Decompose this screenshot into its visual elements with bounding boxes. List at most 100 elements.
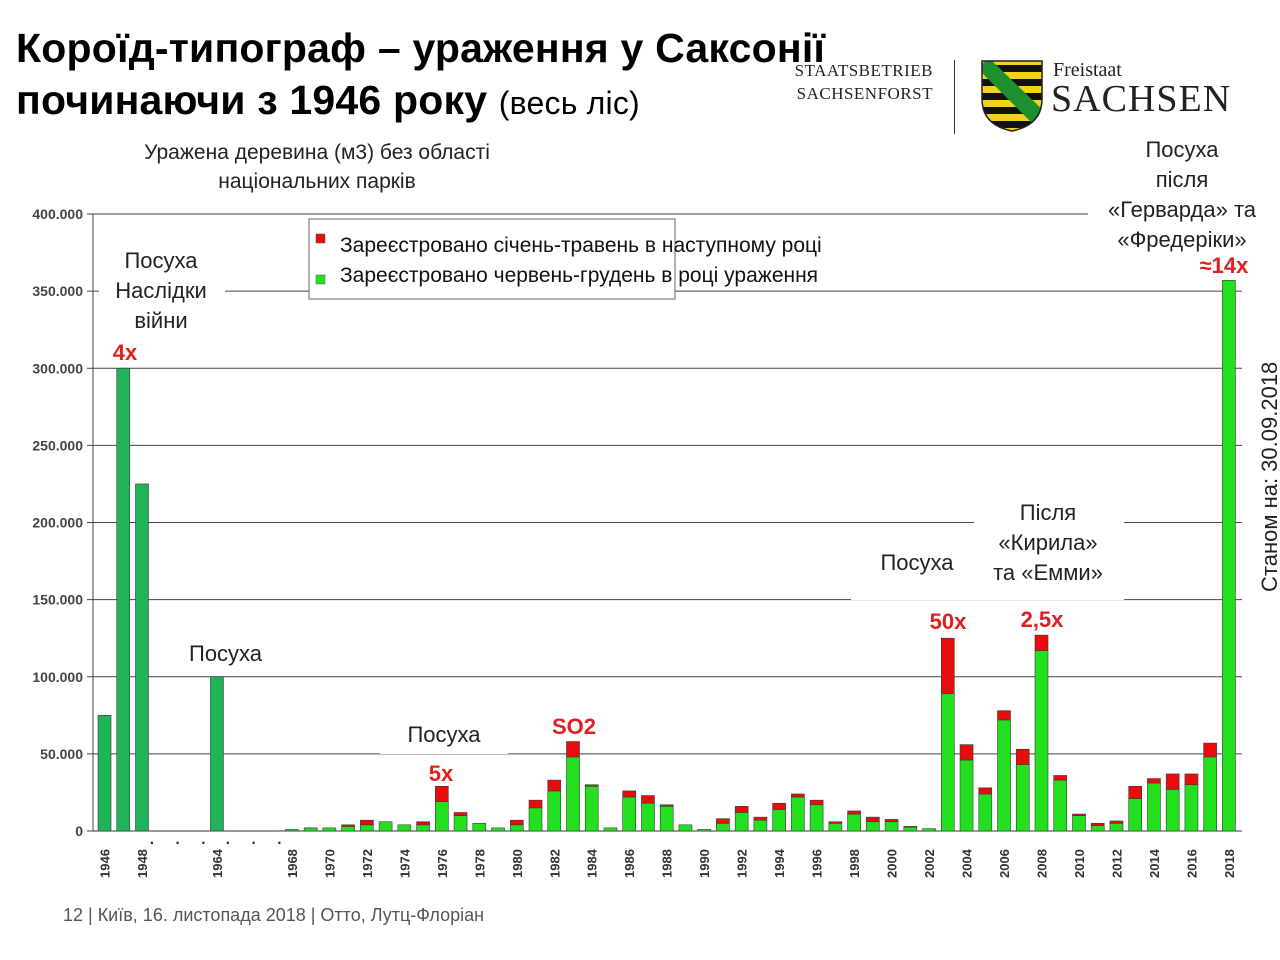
bar-red-2006 (997, 710, 1011, 721)
bar-red-1977 (453, 812, 468, 816)
bar-green-1986 (622, 796, 637, 832)
bar-red-2012 (1109, 820, 1124, 824)
bar-green-2010 (1072, 815, 1086, 832)
bar-green-2001 (903, 826, 918, 832)
annotation-drought-1964: Посуха (189, 641, 263, 666)
bar-green-1983 (566, 756, 580, 832)
bar-green-1976 (435, 801, 449, 832)
annotation-war-drought: Наслідки (115, 278, 207, 303)
x-tick-label: 1998 (847, 849, 862, 878)
bar-green-1991 (716, 822, 730, 832)
annotation-50x: 50x (930, 609, 967, 634)
bar-green-2015 (1165, 789, 1180, 832)
bar-green-2011 (1090, 825, 1105, 832)
x-tick-label: 1978 (472, 849, 487, 878)
y-tick-label: 200.000 (32, 515, 83, 531)
bar-green-1948 (135, 483, 149, 832)
legend-label-red: Зареєстровано січень-травень в наступном… (340, 234, 822, 257)
bar-red-2016 (1184, 773, 1199, 786)
bar-red-1995 (791, 793, 805, 798)
x-tick-label: 1972 (360, 849, 375, 878)
bar-red-1996 (809, 799, 824, 806)
x-tick-label: 1990 (697, 849, 712, 878)
bar-red-1982 (547, 779, 562, 792)
annotation-drought-1976-bg (380, 716, 508, 754)
x-tick-label: 1946 (98, 849, 113, 878)
annotation-4x: 4x (113, 340, 138, 365)
y-tick-label: 350.000 (32, 283, 83, 299)
bar-green-1977 (453, 815, 468, 832)
bar-red-2007 (1015, 748, 1030, 765)
x-tick-label: 2000 (885, 849, 900, 878)
bar-red-1998 (847, 810, 861, 815)
staatsbetrieb-line2: SACHSENFORST (796, 84, 933, 103)
annotation-war-drought: війни (134, 308, 187, 333)
bar-green-1990 (697, 829, 711, 832)
annotation-5x: 5x (429, 761, 454, 786)
bar-green-1973 (378, 821, 393, 832)
bar-green-2005 (978, 793, 993, 832)
bar-red-1988 (659, 804, 674, 807)
y-tick-label: 0 (75, 823, 83, 839)
bar-green-2014 (1147, 782, 1161, 832)
bar-green-1985 (603, 827, 618, 832)
logo-divider (954, 60, 955, 134)
x-tick-label: 1994 (772, 848, 787, 878)
bar-green-2013 (1128, 798, 1142, 832)
staatsbetrieb-line1: STAATSBETRIEB (794, 61, 933, 80)
annotation-drought-2003-bg (851, 546, 984, 600)
bar-green-2007 (1015, 764, 1030, 832)
bar-green-1994 (772, 809, 786, 832)
y-tick-label: 400.000 (32, 206, 83, 222)
x-tick-label: 2002 (922, 849, 937, 878)
bar-red-1975 (416, 821, 430, 826)
legend-swatch-green (315, 274, 326, 285)
annotation-drought-2003: Посуха (880, 550, 954, 575)
bar-green-1969 (303, 827, 318, 832)
bar-green-1947 (116, 367, 131, 832)
sachsenforst-logo: STAATSBETRIEB SACHSENFORST Freistaat SAC… (775, 55, 1245, 140)
annotation-kyrill-emma: та «Емми» (993, 560, 1103, 585)
bar-red-2005 (978, 787, 993, 795)
bar-green-2000 (884, 821, 899, 832)
freistaat-text: Freistaat (1053, 59, 1122, 81)
annotation-war-drought: Посуха (124, 248, 198, 273)
staatsbetrieb-text: STAATSBETRIEB SACHSENFORST (775, 59, 933, 105)
y-tick-label: 250.000 (32, 437, 83, 453)
bar-green-1993 (753, 819, 768, 832)
bar-red-1992 (734, 806, 749, 813)
bar-green-2018 (1222, 280, 1236, 832)
bar-green-1988 (659, 806, 674, 832)
legend-box (308, 218, 676, 300)
annotation-war-drought-bg (99, 246, 225, 336)
beetle-damage-bar-chart: 0 50.000 100.000 150.000 200.000 250.000 300.0… (32, 137, 1280, 878)
x-tick-label: 2008 (1035, 849, 1050, 878)
bar-green-1998 (847, 813, 861, 832)
bar-green-1978 (472, 822, 487, 832)
bar-green-1992 (734, 812, 749, 832)
chart-subtitle: Уражена деревина (м3) без області (144, 141, 490, 164)
bar-red-1981 (528, 799, 543, 809)
sachsen-text: SACHSEN (1051, 78, 1232, 120)
annotation-kyrill-emma: Після (1020, 500, 1076, 525)
bar-red-2003 (940, 637, 955, 695)
bar-red-1991 (716, 818, 730, 824)
bar-green-1964 (210, 676, 224, 832)
x-tick-label: 2004 (960, 848, 975, 878)
x-tick-label: 1974 (397, 848, 412, 878)
bar-green-2002 (922, 828, 936, 832)
x-tick-label: 1988 (660, 849, 675, 878)
bar-green-1987 (641, 802, 655, 832)
footer: 12 | Київ, 16. листопада 2018 | Отто, Лу… (63, 905, 485, 925)
legend-swatch-red (315, 233, 326, 244)
bar-red-1997 (828, 821, 843, 824)
bar-green-1981 (528, 807, 543, 832)
bar-green-1974 (397, 824, 412, 832)
bar-red-2010 (1072, 813, 1086, 816)
legend-label-green: Зареєстровано червень-грудень в році ура… (340, 264, 818, 287)
bar-green-1979 (491, 827, 505, 832)
annotation-herwart-friederike: після (1156, 167, 1209, 192)
bar-green-1997 (828, 822, 843, 832)
annotation-kyrill-emma-bg (974, 494, 1124, 600)
bar-red-2013 (1128, 785, 1142, 799)
